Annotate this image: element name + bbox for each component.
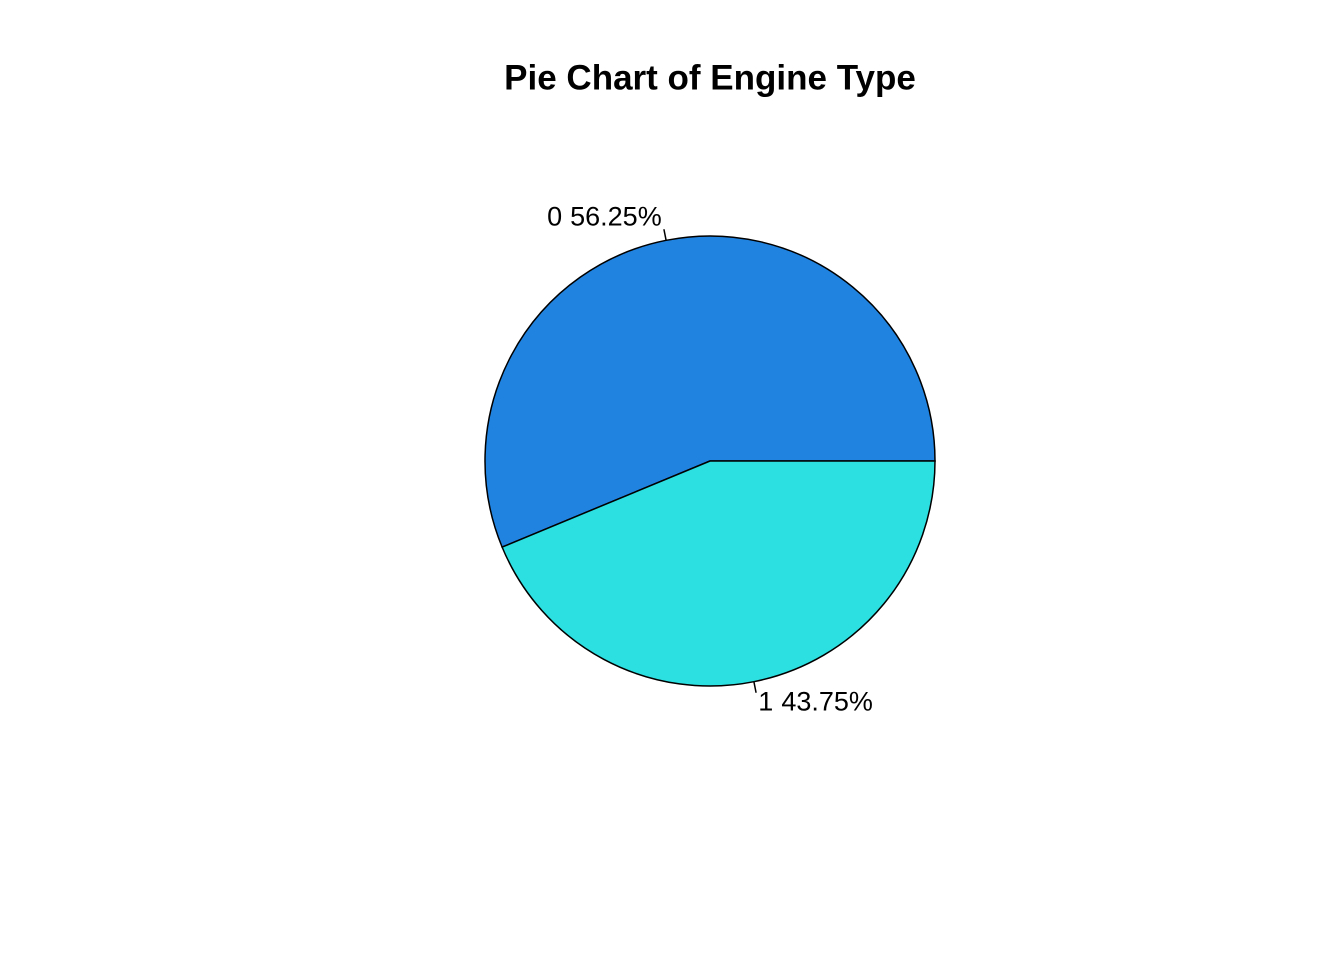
slice-value-label: 56.25% — [570, 201, 662, 231]
slice-value-label: 43.75% — [781, 687, 873, 717]
label-tick — [663, 229, 667, 241]
slice-category: 0 — [547, 201, 562, 231]
pie-slice — [484, 235, 936, 549]
slice-label: 0 56.25% — [547, 201, 662, 231]
label-tick — [753, 681, 757, 693]
chart-title: Pie Chart of Engine Type — [504, 58, 916, 97]
slice-category: 1 — [758, 687, 773, 717]
slice-label: 1 43.75% — [758, 687, 873, 717]
